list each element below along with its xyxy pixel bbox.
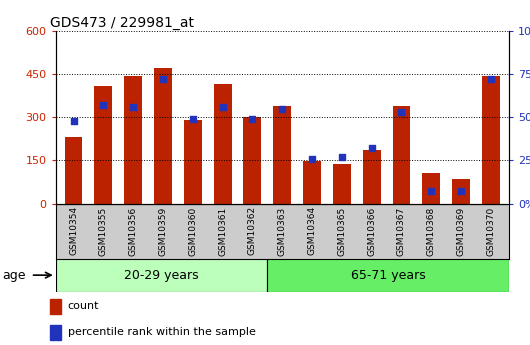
Text: GSM10366: GSM10366 [367,206,376,256]
Point [218,104,227,110]
Point [367,146,376,151]
Text: GSM10355: GSM10355 [99,206,108,256]
Text: GSM10369: GSM10369 [457,206,465,256]
Bar [214,84,232,204]
Point [248,116,257,122]
Text: percentile rank within the sample: percentile rank within the sample [68,327,255,337]
Point [427,189,436,194]
Text: age: age [3,269,26,282]
Point [69,118,78,124]
Bar [267,259,509,292]
Text: GSM10354: GSM10354 [69,206,78,255]
Bar [363,150,381,204]
Bar [393,106,410,204]
Text: GSM10365: GSM10365 [338,206,346,256]
Bar [303,161,321,204]
Point [308,156,316,161]
Text: GSM10370: GSM10370 [487,206,496,256]
Text: GSM10364: GSM10364 [307,206,316,255]
Text: GSM10356: GSM10356 [129,206,138,256]
Text: GSM10368: GSM10368 [427,206,436,256]
Point [338,154,346,160]
Bar [124,76,142,204]
Bar [154,68,172,204]
Bar [184,120,202,204]
Point [457,189,465,194]
Bar [50,299,61,314]
Text: GSM10359: GSM10359 [158,206,167,256]
Bar [422,173,440,204]
Text: GDS473 / 229981_at: GDS473 / 229981_at [50,16,195,30]
Bar [333,164,351,204]
Bar [94,86,112,204]
Text: 20-29 years: 20-29 years [124,269,199,282]
Text: GSM10367: GSM10367 [397,206,406,256]
Point [99,102,108,108]
Point [129,104,137,110]
Point [487,77,495,82]
Bar [50,325,61,339]
Bar [65,137,83,204]
Text: GSM10363: GSM10363 [278,206,287,256]
Bar [56,259,267,292]
Point [189,116,197,122]
Bar [243,117,261,204]
Text: GSM10362: GSM10362 [248,206,257,255]
Bar [452,179,470,204]
Point [397,109,405,115]
Text: GSM10360: GSM10360 [188,206,197,256]
Text: count: count [68,302,99,312]
Point [158,77,167,82]
Text: 65-71 years: 65-71 years [350,269,426,282]
Text: GSM10361: GSM10361 [218,206,227,256]
Bar [273,106,291,204]
Bar [482,76,500,204]
Point [278,106,286,111]
